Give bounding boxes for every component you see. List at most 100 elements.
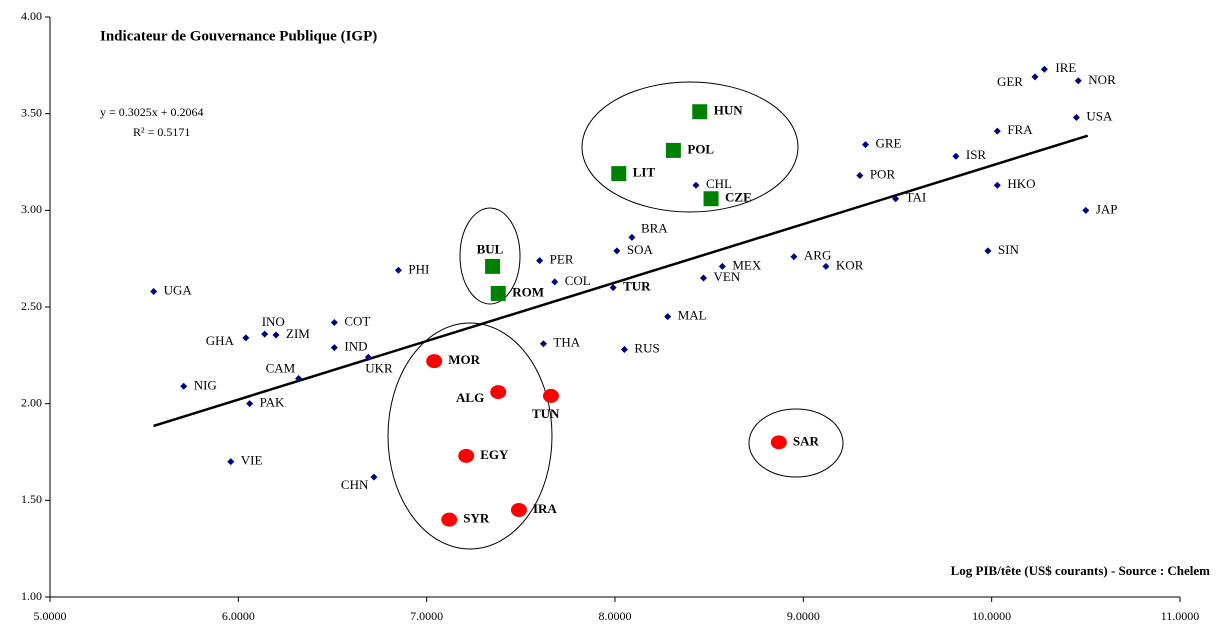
point: [261, 330, 269, 338]
point-label: NIG: [194, 377, 217, 392]
r-squared: R² = 0.5171: [133, 125, 190, 139]
point: [441, 512, 458, 527]
point: [330, 344, 338, 352]
y-tick-label: 4.00: [21, 9, 42, 23]
point-label: EGY: [480, 447, 509, 462]
point: [664, 313, 672, 321]
point-label: SAR: [793, 433, 820, 448]
y-tick-label: 2.00: [21, 395, 42, 409]
point: [822, 262, 830, 270]
point: [692, 181, 700, 189]
point: [628, 233, 636, 241]
point: [993, 181, 1001, 189]
x-tick-label: 5.0000: [34, 609, 67, 623]
point: [426, 354, 443, 369]
point: [952, 152, 960, 160]
point-label: GRE: [875, 136, 901, 151]
point-label: MAL: [678, 308, 707, 323]
point: [984, 247, 992, 255]
point-label: ZIM: [286, 326, 310, 341]
group-ellipse: [581, 81, 799, 213]
point: [295, 375, 303, 383]
point-label: CHL: [706, 176, 732, 191]
point: [536, 257, 544, 265]
point: [1072, 114, 1080, 122]
point: [330, 318, 338, 326]
point-label: IND: [344, 339, 367, 354]
point-label: USA: [1086, 109, 1113, 124]
point-label: PAK: [260, 395, 285, 410]
y-tick-label: 1.00: [21, 589, 42, 603]
x-tick-label: 11.0000: [1161, 609, 1200, 623]
point-label: POL: [687, 141, 714, 156]
point: [665, 142, 681, 158]
point: [611, 166, 627, 182]
point: [180, 382, 188, 390]
point-label: BRA: [641, 220, 668, 235]
point-label: PER: [550, 252, 574, 267]
x-tick-label: 8.0000: [599, 609, 632, 623]
point-label: ALG: [456, 390, 484, 405]
x-axis-label: Log PIB/tête (US$ courants) - Source : C…: [951, 563, 1211, 578]
point-label: TUR: [623, 279, 651, 294]
point-label: CHN: [341, 477, 369, 492]
point: [700, 274, 708, 282]
point-label: ARG: [804, 248, 831, 263]
point: [1074, 77, 1082, 85]
point-label: VEN: [714, 269, 741, 284]
point: [227, 458, 235, 466]
group-ellipse: [387, 322, 553, 550]
point: [1082, 206, 1090, 214]
point: [490, 285, 506, 301]
point-label: TAI: [906, 190, 927, 205]
point-label: SOA: [627, 242, 654, 257]
point: [1031, 73, 1039, 81]
point: [718, 262, 726, 270]
point: [861, 141, 869, 149]
point-label: COL: [565, 273, 591, 288]
point-label: POR: [870, 167, 896, 182]
point: [150, 288, 158, 296]
point: [242, 334, 250, 342]
chart-title: Indicateur de Gouvernance Publique (IGP): [100, 28, 377, 44]
point: [551, 278, 559, 286]
point: [856, 172, 864, 180]
group-ellipse: [459, 207, 521, 305]
trendline: [153, 134, 1089, 428]
point-label: VIE: [241, 453, 263, 468]
point-label: ISR: [966, 147, 987, 162]
point-label: GHA: [206, 333, 235, 348]
point-label: PHI: [408, 261, 429, 276]
point: [703, 191, 719, 207]
point: [485, 258, 501, 274]
point-label: IRA: [533, 501, 557, 516]
point-label: IRE: [1055, 60, 1076, 75]
group-ellipse: [748, 408, 844, 478]
point-label: CAM: [266, 361, 296, 376]
trend-equation: y = 0.3025x + 0.2064: [100, 105, 204, 119]
point-label: INO: [262, 314, 285, 329]
point: [370, 473, 378, 481]
point-label: UGA: [164, 283, 193, 298]
point: [892, 195, 900, 203]
x-tick-label: 6.0000: [222, 609, 255, 623]
point-label: SYR: [463, 511, 490, 526]
point: [458, 448, 475, 463]
point: [490, 385, 507, 400]
point: [1040, 65, 1048, 73]
point-label: COT: [344, 313, 370, 328]
y-tick-label: 3.00: [21, 202, 42, 216]
point-label: UKR: [365, 360, 393, 375]
point: [609, 284, 617, 292]
point-label: RUS: [634, 341, 659, 356]
point: [770, 435, 787, 450]
point-label: HUN: [714, 103, 744, 118]
point: [542, 388, 559, 403]
point-label: CZE: [725, 190, 752, 205]
point-label: TUN: [532, 406, 560, 421]
point-label: ROM: [512, 284, 544, 299]
point: [620, 346, 628, 354]
point-label: JAP: [1096, 201, 1118, 216]
point: [272, 331, 280, 339]
point: [790, 253, 798, 261]
